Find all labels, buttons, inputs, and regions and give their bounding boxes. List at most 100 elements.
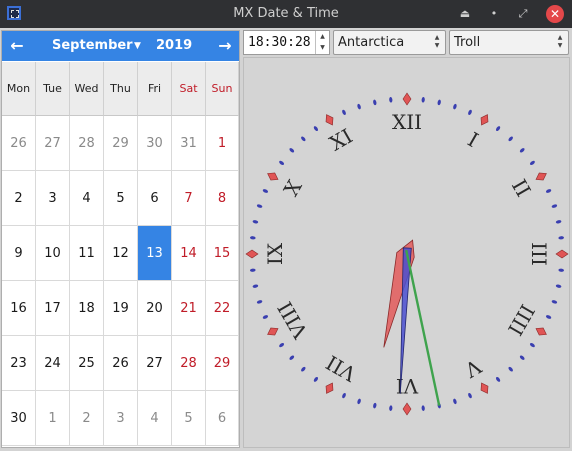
calendar-day[interactable]: 25 — [70, 336, 104, 391]
calendar-day[interactable]: 31 — [172, 116, 206, 171]
minute-mark — [301, 136, 306, 142]
weekday-header: Mon — [2, 62, 36, 116]
calendar-day[interactable]: 4 — [138, 391, 172, 446]
calendar-day[interactable]: 1 — [206, 116, 239, 171]
minute-mark — [519, 148, 525, 153]
calendar-day[interactable]: 22 — [206, 281, 239, 336]
minute-mark — [496, 126, 501, 132]
hour-mark — [325, 382, 334, 394]
calendar-day[interactable]: 14 — [172, 226, 206, 281]
minimize-icon[interactable]: • — [490, 7, 498, 20]
minute-mark — [519, 355, 525, 360]
calendar-day[interactable]: 9 — [2, 226, 36, 281]
calendar-day[interactable]: 29 — [104, 116, 138, 171]
calendar-day[interactable]: 1 — [36, 391, 70, 446]
minute-mark — [453, 103, 457, 110]
calendar-day[interactable]: 24 — [36, 336, 70, 391]
minute-mark — [496, 376, 501, 382]
calendar-day[interactable]: 17 — [36, 281, 70, 336]
clock-numeral: VII — [322, 350, 361, 386]
calendar-day[interactable]: 12 — [104, 226, 138, 281]
hour-mark — [555, 249, 569, 259]
minute-mark — [545, 189, 552, 193]
minute-mark — [437, 99, 441, 106]
calendar-day[interactable]: 8 — [206, 171, 239, 226]
minute-mark — [313, 126, 318, 132]
calendar-day[interactable]: 27 — [36, 116, 70, 171]
calendar-day[interactable]: 30 — [138, 116, 172, 171]
calendar-day[interactable]: 3 — [36, 171, 70, 226]
minute-mark — [468, 109, 472, 116]
spin-up-icon[interactable]: ▲ — [320, 33, 325, 40]
calendar-day[interactable]: 11 — [70, 226, 104, 281]
minute-mark — [250, 236, 256, 240]
calendar-day[interactable]: 10 — [36, 226, 70, 281]
clock-numeral: VIII — [273, 297, 313, 343]
minute-mark — [421, 97, 425, 103]
spin-down-icon[interactable]: ▼ — [320, 44, 325, 51]
calendar-day[interactable]: 13 — [138, 226, 172, 281]
calendar-day[interactable]: 29 — [206, 336, 239, 391]
hour-mark — [535, 172, 547, 181]
prev-month-icon[interactable]: ← — [10, 36, 24, 55]
month-label[interactable]: September — [52, 38, 133, 53]
year-label[interactable]: 2019 — [156, 38, 193, 53]
hour-mark — [267, 172, 279, 181]
clock-numeral: III — [527, 242, 551, 266]
minute-mark — [279, 343, 285, 348]
minute-mark — [342, 392, 346, 399]
calendar-day[interactable]: 5 — [172, 391, 206, 446]
next-month-icon[interactable]: → — [218, 36, 232, 55]
calendar-day[interactable]: 23 — [2, 336, 36, 391]
calendar-day[interactable]: 19 — [104, 281, 138, 336]
minute-mark — [551, 204, 558, 208]
weekday-header: Thu — [104, 62, 138, 116]
calendar-day[interactable]: 16 — [2, 281, 36, 336]
minute-mark — [558, 236, 564, 240]
calendar-day[interactable]: 6 — [206, 391, 239, 446]
calendar-day[interactable]: 2 — [2, 171, 36, 226]
calendar-day[interactable]: 30 — [2, 391, 36, 446]
time-value[interactable]: 18:30:28 — [248, 35, 311, 50]
calendar-day[interactable]: 3 — [104, 391, 138, 446]
minute-mark — [252, 220, 259, 224]
chevron-down-icon[interactable]: ▼ — [134, 41, 141, 51]
window-title: MX Date & Time — [233, 6, 339, 21]
calendar-day[interactable]: 26 — [104, 336, 138, 391]
shade-icon[interactable]: ⏏ — [459, 7, 471, 20]
time-input[interactable]: 18:30:28 ▲ ▼ — [243, 30, 330, 55]
region-select[interactable]: Antarctica ▲ ▼ — [333, 30, 446, 55]
minute-mark — [250, 268, 256, 272]
clock-numeral: I — [464, 127, 483, 152]
minute-mark — [508, 366, 513, 372]
calendar-day[interactable]: 5 — [104, 171, 138, 226]
calendar-day[interactable]: 7 — [172, 171, 206, 226]
updown-icon: ▲ ▼ — [557, 34, 563, 49]
calendar-day[interactable]: 18 — [70, 281, 104, 336]
city-select[interactable]: Troll ▲ ▼ — [449, 30, 569, 55]
clock-numeral: IIII — [503, 300, 540, 339]
calendar-day[interactable]: 4 — [70, 171, 104, 226]
minute-mark — [555, 220, 562, 224]
close-icon[interactable]: ✕ — [546, 5, 564, 23]
calendar-day[interactable]: 28 — [70, 116, 104, 171]
minute-mark — [555, 284, 562, 288]
weekday-header: Wed — [70, 62, 104, 116]
minute-mark — [545, 315, 552, 319]
calendar-day[interactable]: 20 — [138, 281, 172, 336]
maximize-icon[interactable]: ⤢ — [518, 7, 528, 20]
hour-mark — [267, 327, 279, 336]
minute-mark — [342, 109, 346, 116]
calendar-day[interactable]: 28 — [172, 336, 206, 391]
weekday-header: Fri — [138, 62, 172, 116]
calendar-day[interactable]: 26 — [2, 116, 36, 171]
calendar-day[interactable]: 15 — [206, 226, 239, 281]
calendar-day[interactable]: 2 — [70, 391, 104, 446]
minute-mark — [389, 97, 393, 103]
calendar-day[interactable]: 6 — [138, 171, 172, 226]
time-spinner[interactable]: ▲ ▼ — [315, 31, 329, 54]
calendar-day[interactable]: 21 — [172, 281, 206, 336]
clock-numeral: II — [507, 175, 536, 201]
calendar-day[interactable]: 27 — [138, 336, 172, 391]
